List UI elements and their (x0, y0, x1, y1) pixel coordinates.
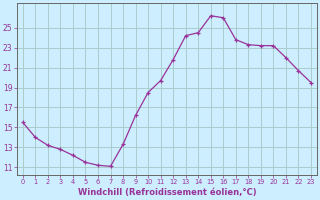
X-axis label: Windchill (Refroidissement éolien,°C): Windchill (Refroidissement éolien,°C) (77, 188, 256, 197)
